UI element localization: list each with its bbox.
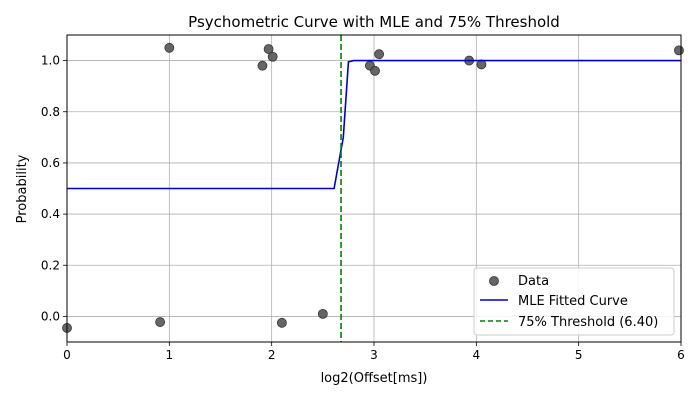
x-axis-ticks: 0 1 2 3 4 5 6 xyxy=(63,342,685,362)
plot-area xyxy=(62,35,684,342)
legend-marker-data xyxy=(489,276,499,286)
data-point xyxy=(374,49,385,60)
y-tick-label: 0.2 xyxy=(41,258,60,272)
x-tick-label: 2 xyxy=(268,348,276,362)
y-tick-label: 0.8 xyxy=(41,105,60,119)
data-point xyxy=(317,308,328,319)
data-point xyxy=(263,44,274,54)
legend-box xyxy=(473,267,675,336)
x-tick-label: 3 xyxy=(370,348,378,362)
x-tick-label: 0 xyxy=(63,348,71,362)
legend-label-fit: MLE Fitted Curve xyxy=(518,294,628,309)
x-tick-label: 4 xyxy=(473,348,481,362)
data-point xyxy=(370,65,380,76)
data-point xyxy=(164,42,175,53)
data-point xyxy=(257,60,268,71)
y-tick-label: 0.6 xyxy=(41,156,60,170)
data-point xyxy=(267,51,278,62)
chart-title: Psychometric Curve with MLE and 75% Thre… xyxy=(188,13,560,31)
y-tick-label: 0.0 xyxy=(41,309,60,323)
legend-label-threshold: 75% Threshold (6.40) xyxy=(518,315,658,330)
y-tick-label: 1.0 xyxy=(41,54,60,68)
legend-label-data: Data xyxy=(518,274,549,289)
mle-fitted-curve xyxy=(67,59,681,190)
data-point xyxy=(276,317,287,328)
x-tick-label: 6 xyxy=(677,348,685,362)
legend: Data MLE Fitted Curve 75% Threshold (6.4… xyxy=(473,267,675,336)
x-tick-label: 1 xyxy=(166,348,174,362)
x-tick-label: 5 xyxy=(575,348,583,362)
y-axis-label: Probability xyxy=(15,154,30,223)
x-axis-label: log2(Offset[ms]) xyxy=(321,371,428,386)
data-point xyxy=(674,45,684,56)
data-point xyxy=(155,317,166,327)
y-tick-label: 0.4 xyxy=(41,207,60,221)
y-axis-ticks: 0.0 0.2 0.4 0.6 0.8 1.0 xyxy=(41,54,67,323)
